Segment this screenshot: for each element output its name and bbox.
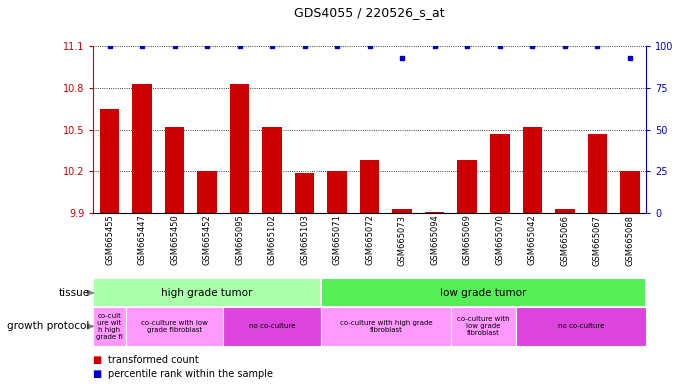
Bar — [555, 209, 574, 213]
Bar — [516, 307, 646, 346]
Bar — [392, 209, 412, 213]
Text: no co-culture: no co-culture — [558, 323, 604, 329]
Text: ■: ■ — [93, 355, 106, 365]
Text: ■: ■ — [93, 369, 106, 379]
Text: tissue: tissue — [59, 288, 90, 298]
Bar — [522, 127, 542, 213]
Text: percentile rank within the sample: percentile rank within the sample — [108, 369, 274, 379]
Bar — [451, 307, 516, 346]
Bar — [490, 134, 509, 213]
Bar — [321, 278, 646, 307]
Bar — [126, 307, 223, 346]
Bar — [425, 212, 444, 213]
Text: co-culture with
low grade
fibroblast: co-culture with low grade fibroblast — [457, 316, 510, 336]
Text: high grade tumor: high grade tumor — [162, 288, 253, 298]
Bar — [295, 173, 314, 213]
Bar — [360, 160, 379, 213]
Text: growth protocol: growth protocol — [8, 321, 90, 331]
Bar — [321, 307, 451, 346]
Text: transformed count: transformed count — [108, 355, 199, 365]
Bar — [132, 84, 152, 213]
Bar — [328, 171, 347, 213]
Bar — [165, 127, 184, 213]
Bar — [620, 171, 640, 213]
Bar — [587, 134, 607, 213]
Bar — [93, 278, 321, 307]
Bar — [230, 84, 249, 213]
Text: low grade tumor: low grade tumor — [440, 288, 527, 298]
Bar — [223, 307, 321, 346]
Bar — [263, 127, 282, 213]
Text: co-culture with low
grade fibroblast: co-culture with low grade fibroblast — [141, 320, 208, 333]
Bar — [100, 109, 120, 213]
Text: GDS4055 / 220526_s_at: GDS4055 / 220526_s_at — [294, 6, 445, 19]
Text: no co-culture: no co-culture — [249, 323, 295, 329]
Bar — [93, 307, 126, 346]
Text: co-cult
ure wit
h high
grade fi: co-cult ure wit h high grade fi — [96, 313, 123, 340]
Text: co-culture with high grade
fibroblast: co-culture with high grade fibroblast — [340, 320, 433, 333]
Bar — [457, 160, 477, 213]
Bar — [198, 171, 217, 213]
